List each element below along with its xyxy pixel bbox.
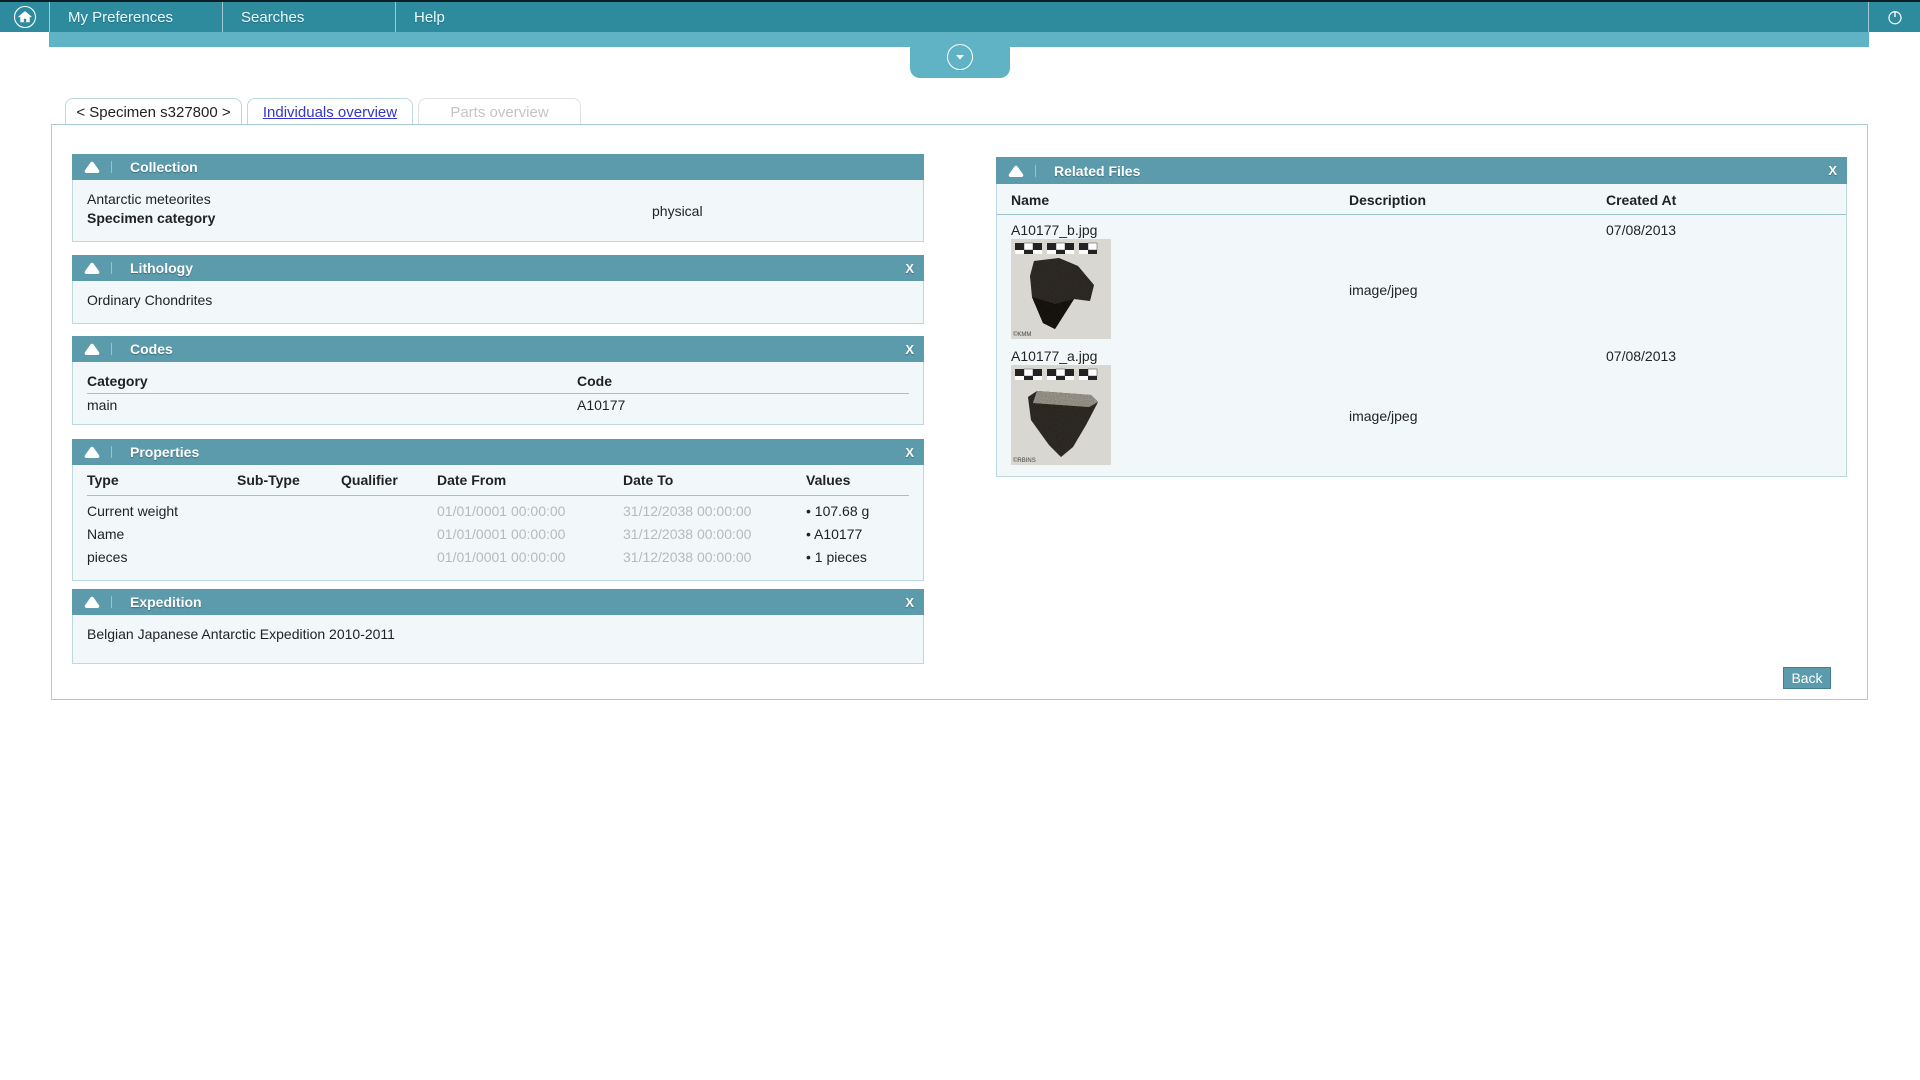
svg-text:©KMM: ©KMM xyxy=(1013,331,1031,338)
svg-text:©RBINS: ©RBINS xyxy=(1013,457,1036,464)
